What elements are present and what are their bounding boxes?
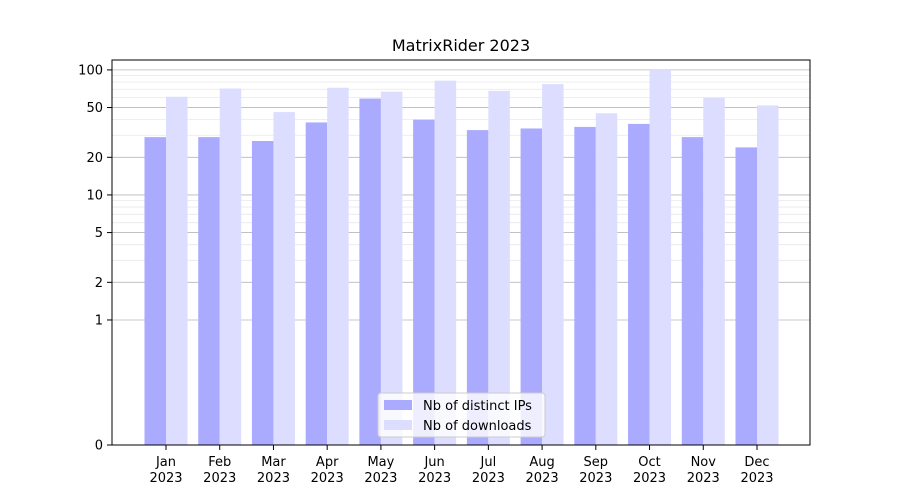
bar-downloads xyxy=(703,97,725,445)
bar-downloads xyxy=(595,113,618,445)
x-tick-label-month: Mar xyxy=(261,455,286,470)
bars xyxy=(144,69,779,446)
x-tick-label-year: 2023 xyxy=(364,471,397,486)
x-tick-label-month: Jul xyxy=(480,455,497,470)
legend-box xyxy=(377,392,546,438)
y-tick-label: 10 xyxy=(86,188,103,203)
x-tick-label-year: 2023 xyxy=(687,471,720,486)
x-tick-label-month: May xyxy=(367,455,394,470)
x-tick-label-month: Nov xyxy=(691,455,717,470)
x-tick-label-year: 2023 xyxy=(418,471,451,486)
y-tick-label: 5 xyxy=(95,226,103,241)
bar-downloads xyxy=(327,87,349,445)
bar-distinct-ips xyxy=(681,137,704,445)
x-tick-label-year: 2023 xyxy=(740,471,773,486)
bar-downloads xyxy=(166,96,188,445)
bar-downloads xyxy=(488,90,510,446)
bar-downloads xyxy=(649,69,672,446)
x-tick-label-year: 2023 xyxy=(257,471,290,486)
chart-title: MatrixRider 2023 xyxy=(392,36,530,55)
x-tick-label-month: Aug xyxy=(529,455,554,470)
x-tick-label-month: Jun xyxy=(423,455,444,470)
x-tick-label-year: 2023 xyxy=(526,471,559,486)
x-tick-label-year: 2023 xyxy=(149,471,182,486)
x-tick-label-year: 2023 xyxy=(203,471,236,486)
x-tick-label-month: Feb xyxy=(208,455,231,470)
x-tick-label-year: 2023 xyxy=(579,471,612,486)
bar-distinct-ips xyxy=(359,98,381,446)
bar-downloads xyxy=(273,112,295,445)
bar-distinct-ips xyxy=(574,126,596,446)
y-tick-label: 20 xyxy=(86,151,103,166)
legend: Nb of distinct IPs Nb of downloads xyxy=(377,392,546,438)
legend-entry-label: Nb of downloads xyxy=(423,419,532,434)
x-tick-label-month: Dec xyxy=(744,455,769,470)
y-tick-label: 1 xyxy=(95,313,103,328)
bar-downloads xyxy=(380,91,403,445)
y-tick-label: 100 xyxy=(78,63,103,78)
bar-downloads xyxy=(757,105,779,446)
x-tick-label-month: Apr xyxy=(316,455,339,470)
bar-distinct-ips xyxy=(628,123,650,445)
bar-distinct-ips xyxy=(466,130,489,445)
bar-distinct-ips xyxy=(144,137,166,445)
bar-downloads xyxy=(542,84,564,446)
x-tick-label-month: Sep xyxy=(584,455,609,470)
bar-distinct-ips xyxy=(735,147,757,446)
legend-swatch xyxy=(384,400,412,410)
bar-distinct-ips xyxy=(520,128,543,445)
x-axis: Jan2023Feb2023Mar2023Apr2023May2023Jun20… xyxy=(149,445,774,486)
bar-distinct-ips xyxy=(413,119,435,446)
y-tick-label: 2 xyxy=(95,276,103,291)
x-tick-label-year: 2023 xyxy=(472,471,505,486)
plot-frame xyxy=(111,59,811,446)
x-tick-label-month: Jan xyxy=(155,455,176,470)
y-tick-label: 50 xyxy=(86,101,103,116)
x-tick-label-month: Oct xyxy=(638,455,660,470)
x-tick-label-year: 2023 xyxy=(311,471,344,486)
bar-distinct-ips xyxy=(198,137,220,445)
bar-downloads xyxy=(219,88,242,446)
bar-downloads xyxy=(434,80,457,445)
y-tick-label: 0 xyxy=(95,439,103,454)
legend-swatch xyxy=(384,420,412,430)
bar-distinct-ips xyxy=(305,122,328,445)
bar-distinct-ips xyxy=(251,140,274,445)
y-axis: 0 1 2 5 10 20 50 100 xyxy=(78,63,112,454)
legend-entry-label: Nb of distinct IPs xyxy=(423,399,532,414)
x-tick-label-year: 2023 xyxy=(633,471,666,486)
